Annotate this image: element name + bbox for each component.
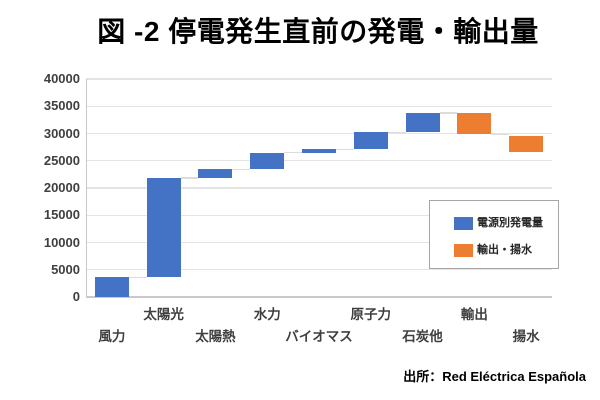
bar-solar-thermal	[198, 169, 233, 179]
bar-coal-others	[405, 112, 440, 133]
y-axis-tick-30000: 30000	[43, 125, 80, 141]
x-label-nuclear: 原子力	[350, 307, 392, 322]
x-label-solar-thermal: 太陽熱	[195, 329, 236, 344]
gridline-30000	[86, 132, 552, 135]
connector-solar-pv-solar-thermal	[180, 177, 199, 179]
connector-nuclear-coal-others	[387, 131, 406, 134]
connector-coal-others-export	[439, 111, 458, 114]
gridline-35000	[86, 105, 552, 107]
chart-title: 図 -2 停電発生直前の発電・輸出量	[97, 16, 539, 47]
x-axis-line	[86, 296, 552, 298]
x-label-export: 輸出	[460, 307, 488, 322]
y-axis-tick-0: 0	[72, 289, 80, 304]
waterfall-chart: 0 5000 10000 15000 20000 25000 30000 35000 40000…	[43, 71, 552, 344]
legend-label-export-pumped: 輸出・揚水	[477, 244, 532, 256]
gridline-5000	[86, 269, 552, 271]
y-axis-tick-35000: 35000	[43, 98, 80, 114]
x-label-solar-pv: 太陽光	[143, 307, 184, 322]
source-note: 出所：Red Eléctrica Española	[403, 369, 586, 384]
bar-pumped-storage	[509, 135, 544, 152]
y-axis-tick-20000: 20000	[43, 180, 80, 195]
x-label-wind: 風力	[98, 329, 126, 344]
gridline-15000	[86, 214, 552, 216]
y-axis-line	[86, 79, 88, 297]
x-label-coal-others: 石炭他	[402, 329, 443, 344]
gridline-10000	[86, 241, 552, 244]
y-axis-tick-25000: 25000	[43, 152, 80, 168]
connector-biomass-nuclear	[336, 148, 354, 151]
y-axis-tick-5000: 5000	[51, 261, 80, 277]
connector-hydro-biomass	[284, 151, 302, 154]
legend-label-generation: 電源別発電量	[477, 217, 543, 229]
legend-swatch-generation	[454, 217, 473, 230]
x-label-hydro: 水力	[253, 307, 281, 322]
connector-wind-solar-pv	[128, 276, 147, 279]
bar-biomass	[302, 149, 336, 153]
y-axis-tick-40000: 40000	[43, 71, 80, 86]
bar-solar-pv	[146, 178, 181, 278]
connector-export-pumped-storage	[491, 133, 510, 136]
connector-solar-thermal-hydro	[232, 168, 251, 171]
y-axis-tick-10000: 10000	[43, 234, 80, 250]
y-axis-tick-15000: 15000	[43, 207, 80, 223]
legend-swatch-export-pumped	[454, 244, 473, 257]
gridline-25000	[86, 160, 552, 162]
bar-export	[457, 112, 492, 135]
bar-nuclear	[353, 132, 388, 150]
x-label-biomass: バイオマス	[285, 329, 353, 344]
legend: 電源別発電量 輸出・揚水	[429, 200, 559, 269]
gridline-20000	[86, 187, 552, 189]
gridline-40000	[86, 78, 552, 80]
bar-hydro	[250, 152, 285, 170]
bar-wind	[94, 277, 129, 297]
x-label-pumped-storage: 揚水	[512, 329, 540, 344]
